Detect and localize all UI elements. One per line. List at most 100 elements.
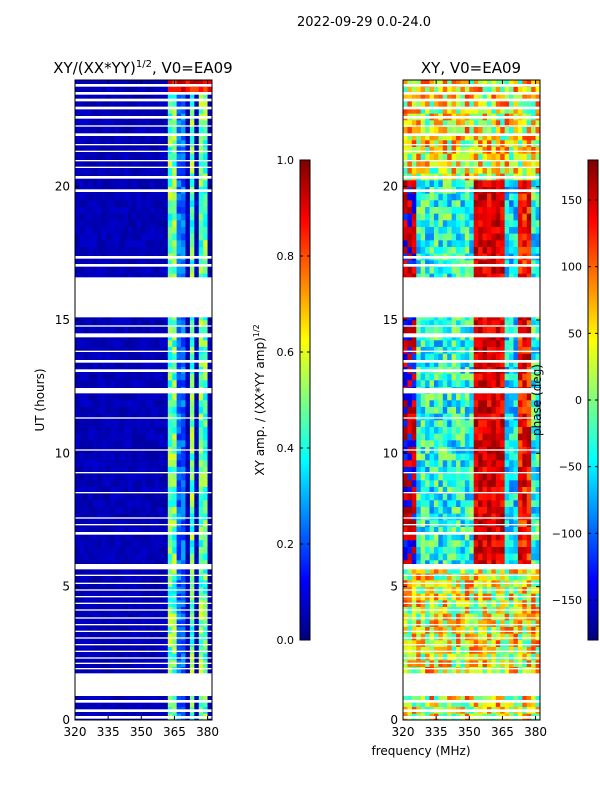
heatmap-cell xyxy=(105,260,111,267)
heatmap-cell xyxy=(531,406,536,414)
heatmap-cell xyxy=(495,486,501,494)
heatmap-cell xyxy=(141,413,147,421)
heatmap-cell xyxy=(509,653,514,661)
heatmap-cell xyxy=(420,620,426,627)
heatmap-cell xyxy=(198,80,204,87)
heatmap-cell xyxy=(456,646,461,654)
heatmap-cell xyxy=(500,460,505,467)
heatmap-cell xyxy=(420,360,426,367)
heatmap-cell xyxy=(429,633,435,641)
heatmap-cell xyxy=(491,380,497,387)
heatmap-cell xyxy=(447,406,452,414)
heatmap-cell xyxy=(158,326,164,334)
heatmap-cell xyxy=(416,486,421,494)
heatmap-cell xyxy=(198,533,204,541)
heatmap-cell xyxy=(185,400,191,407)
heatmap-cell xyxy=(181,433,186,441)
heatmap-cell xyxy=(189,493,195,501)
heatmap-cell xyxy=(123,86,129,94)
heatmap-cell xyxy=(203,100,208,107)
heatmap-cell xyxy=(198,393,204,401)
heatmap-cell xyxy=(145,80,151,87)
heatmap-cell xyxy=(167,146,173,154)
heatmap-cell xyxy=(158,400,164,407)
heatmap-cell xyxy=(504,486,510,494)
heatmap-cell xyxy=(495,433,501,441)
heatmap-cell xyxy=(535,666,540,674)
heatmap-cell xyxy=(110,326,116,334)
heatmap-cell xyxy=(185,520,191,527)
heatmap-cell xyxy=(203,533,208,541)
heatmap-cell xyxy=(150,200,155,207)
heatmap-cell xyxy=(495,613,501,621)
heatmap-cell xyxy=(150,266,155,274)
heatmap-cell xyxy=(416,360,421,367)
heatmap-cell xyxy=(181,626,186,634)
heatmap-cell xyxy=(500,340,505,347)
heatmap-cell xyxy=(513,533,519,541)
heatmap-cell xyxy=(447,433,452,441)
heatmap-cell xyxy=(145,666,151,674)
heatmap-cell xyxy=(181,620,186,627)
heatmap-cell xyxy=(128,120,133,127)
heatmap-cell xyxy=(132,353,138,361)
heatmap-cell xyxy=(420,633,426,641)
heatmap-cell xyxy=(92,220,98,227)
heatmap-cell xyxy=(469,406,475,414)
heatmap-cell xyxy=(495,700,501,707)
heatmap-cell xyxy=(97,633,102,641)
heatmap-cell xyxy=(145,513,151,521)
heatmap-cell xyxy=(163,373,169,381)
heatmap-cell xyxy=(172,200,177,207)
heatmap-cell xyxy=(110,700,116,707)
colorbar-tick-label: 0.6 xyxy=(277,346,295,359)
heatmap-cell xyxy=(469,573,475,581)
heatmap-cell xyxy=(167,693,173,701)
heatmap-cell xyxy=(451,566,457,574)
heatmap-cell xyxy=(105,646,111,654)
heatmap-cell xyxy=(119,240,124,247)
heatmap-cell xyxy=(136,440,142,447)
heatmap-cell xyxy=(114,413,120,421)
heatmap-cell xyxy=(83,373,89,381)
heatmap-cell xyxy=(194,646,200,654)
heatmap-cell xyxy=(491,666,497,674)
heatmap-cell xyxy=(114,506,120,514)
heatmap-cell xyxy=(478,373,483,381)
heatmap-cell xyxy=(79,526,85,534)
heatmap-cell xyxy=(513,573,519,581)
heatmap-cell xyxy=(167,653,173,661)
heatmap-cell xyxy=(460,506,466,514)
heatmap-cell xyxy=(101,346,107,354)
heatmap-cell xyxy=(105,400,111,407)
heatmap-cell xyxy=(207,326,212,334)
heatmap-cell xyxy=(517,453,523,461)
heatmap-cell xyxy=(136,126,142,134)
heatmap-cell xyxy=(105,200,111,207)
colorbar-amplitude-label-main: XY amp. / (XX*YY amp) xyxy=(253,337,267,475)
heatmap-cell xyxy=(123,260,129,267)
heatmap-cell xyxy=(403,413,408,421)
heatmap-cell xyxy=(203,526,208,534)
heatmap-cell xyxy=(504,393,510,401)
heatmap-cell xyxy=(522,460,528,467)
heatmap-cell xyxy=(500,560,505,567)
heatmap-cell xyxy=(158,626,164,634)
heatmap-cell xyxy=(207,620,212,627)
heatmap-cell xyxy=(535,506,540,514)
heatmap-cell xyxy=(429,486,435,494)
heatmap-cell xyxy=(141,560,147,567)
heatmap-cell xyxy=(517,340,523,347)
heatmap-cell xyxy=(486,646,492,654)
heatmap-cell xyxy=(447,693,452,701)
heatmap-cell xyxy=(473,433,479,441)
heatmap-cell xyxy=(141,273,147,281)
heatmap-cell xyxy=(478,566,483,574)
heatmap-cell xyxy=(105,620,111,627)
heatmap-cell xyxy=(420,560,426,567)
heatmap-cell xyxy=(105,360,111,367)
heatmap-cell xyxy=(101,273,107,281)
heatmap-cell xyxy=(154,440,160,447)
heatmap-cell xyxy=(531,700,536,707)
heatmap-cell xyxy=(522,626,528,634)
